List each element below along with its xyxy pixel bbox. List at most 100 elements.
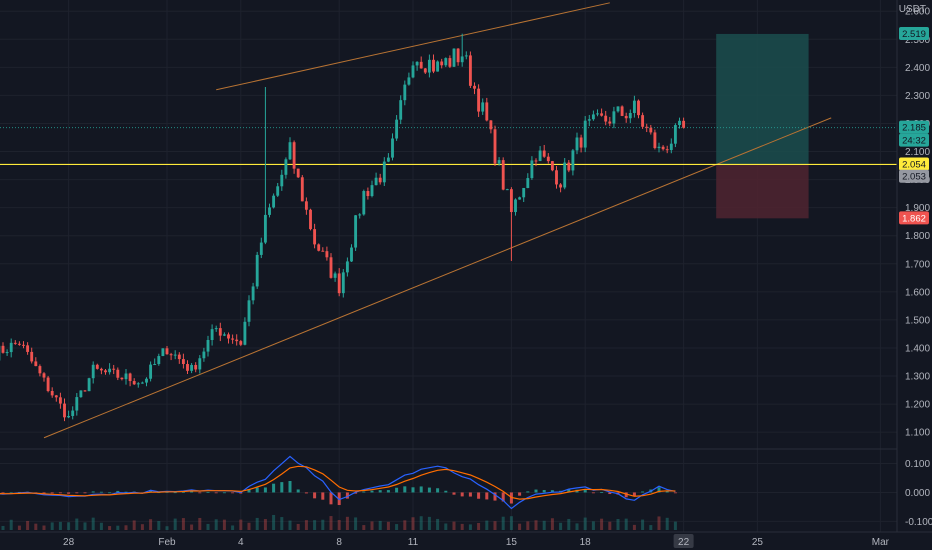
time-tick-label: 15 <box>506 537 518 548</box>
volume-bar <box>378 520 382 530</box>
volume-bar <box>288 520 292 530</box>
candle-body <box>132 381 136 385</box>
volume-bar <box>75 518 79 530</box>
currency-unit-label: USDT <box>898 4 926 15</box>
candle-body <box>505 189 509 191</box>
candle-body <box>575 137 579 151</box>
candle-body <box>460 56 464 63</box>
volume-bar <box>34 523 38 530</box>
candle-body <box>669 143 673 151</box>
signal-line <box>0 465 676 500</box>
candle-body <box>30 351 34 362</box>
candle-body <box>210 329 214 341</box>
candle-body <box>591 114 595 120</box>
price-tick-label: 2.600 <box>905 7 930 18</box>
candle-body <box>128 373 132 382</box>
candle-body <box>157 356 161 365</box>
price-tick-label: 2.500 <box>905 35 930 46</box>
volume-bar <box>485 520 489 530</box>
candle-body <box>649 127 653 133</box>
candle-body <box>604 115 608 122</box>
candle-body <box>637 100 640 116</box>
macd-histogram-bar <box>624 492 628 498</box>
volume-bar <box>649 525 653 530</box>
macd-histogram-bar <box>403 486 407 493</box>
candle-body <box>632 100 636 114</box>
candle-body <box>186 364 189 371</box>
volume-bar <box>337 520 341 530</box>
macd-tick-label: -0.100 <box>905 517 932 528</box>
candle-body <box>26 345 30 352</box>
candle-body <box>448 58 452 67</box>
candle-body <box>288 142 292 160</box>
volume-bar <box>395 524 399 530</box>
time-axis[interactable]: 2528Feb481115182225Mar4 <box>0 534 932 548</box>
candle-body <box>530 160 534 179</box>
macd-tick-label: 0.000 <box>905 488 930 499</box>
time-tick-label: Feb <box>158 537 176 548</box>
volume-bar <box>116 525 120 530</box>
macd-histogram-bar <box>108 492 112 494</box>
price-badges: 2.519 2.185 24:32 2.054 2.053 1.862 <box>899 26 929 225</box>
macd-histogram-bar <box>354 492 358 494</box>
candle-body <box>9 342 13 353</box>
candle-body <box>91 364 95 379</box>
candle-body <box>145 378 148 383</box>
candle-body <box>567 162 571 171</box>
candle-body <box>555 170 558 185</box>
candle-body <box>54 395 58 398</box>
candle-body <box>317 244 321 251</box>
candle-body <box>468 55 472 86</box>
volume-bar <box>214 519 218 530</box>
candle-body <box>665 149 669 151</box>
macd-histogram-bar <box>641 491 645 493</box>
macd-histogram-bar <box>632 492 636 497</box>
volume-bar <box>468 524 472 530</box>
volume-bar <box>526 521 530 530</box>
candle-body <box>444 58 448 66</box>
candle-body <box>350 247 353 262</box>
candle-body <box>608 121 612 124</box>
candle-body <box>358 214 362 216</box>
volume-bar <box>198 517 202 530</box>
candle-body <box>370 185 374 197</box>
volume-bar <box>567 518 571 530</box>
volume-bar <box>550 518 554 530</box>
macd-histogram-bar <box>116 490 120 493</box>
volume-bar <box>657 516 661 530</box>
macd-histogram-bar <box>600 492 604 494</box>
candle-body <box>309 209 312 230</box>
candle-body <box>38 366 42 374</box>
candle-body <box>407 77 411 85</box>
candle-body <box>559 184 563 188</box>
candle-body <box>181 359 185 365</box>
macd-histogram-bar <box>149 490 153 493</box>
macd-histogram-bar <box>337 492 341 506</box>
loss-zone <box>716 164 809 219</box>
candle-body <box>272 195 276 208</box>
channel-upper-line <box>216 2 610 91</box>
macd-histogram-bar <box>485 492 489 500</box>
volume-bar <box>58 521 62 530</box>
volume-bar <box>26 520 30 530</box>
candle-body <box>542 150 546 157</box>
candle-body <box>432 59 435 72</box>
candle-body <box>42 373 46 378</box>
volume-bar <box>67 522 71 530</box>
price-badge-text: 2.519 <box>902 29 926 40</box>
volume-bar <box>616 518 620 530</box>
candle-body <box>538 150 542 162</box>
candle-body <box>1 345 5 353</box>
candle-body <box>231 338 235 340</box>
candle-body <box>153 364 157 366</box>
macd-histogram-bar <box>493 492 497 501</box>
volume-bar <box>452 521 456 530</box>
volume-bar <box>206 523 210 530</box>
volume-bar <box>419 516 423 530</box>
candle-body <box>501 160 505 190</box>
candle-body <box>366 191 370 197</box>
time-tick-label: 18 <box>580 537 592 548</box>
price-axis[interactable]: 2.6002.5002.4002.3002.2002.1002.0001.900… <box>905 7 932 528</box>
candle-body <box>378 177 382 183</box>
